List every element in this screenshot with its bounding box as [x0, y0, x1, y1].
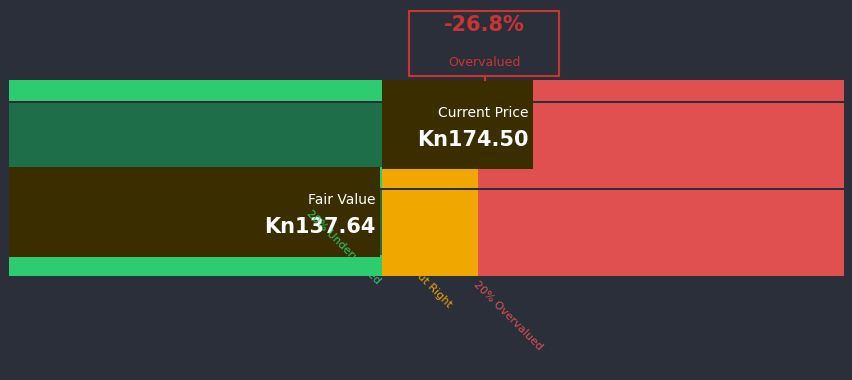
- Bar: [382, 103, 478, 169]
- Bar: [382, 255, 478, 276]
- Bar: [9, 80, 382, 101]
- Bar: [478, 80, 843, 101]
- Bar: [9, 190, 382, 256]
- Bar: [478, 167, 843, 188]
- Bar: [382, 167, 478, 188]
- Bar: [9, 255, 382, 276]
- Text: About Right: About Right: [400, 256, 453, 310]
- Bar: [9, 103, 382, 169]
- Text: 20% Undervalued: 20% Undervalued: [304, 209, 382, 287]
- Text: Current Price: Current Price: [438, 106, 528, 120]
- Bar: [382, 80, 532, 169]
- Bar: [478, 255, 843, 276]
- Bar: [409, 11, 558, 76]
- Text: Kn174.50: Kn174.50: [417, 130, 528, 150]
- Text: Kn137.64: Kn137.64: [263, 217, 375, 237]
- Bar: [382, 80, 478, 101]
- Bar: [478, 103, 843, 169]
- Text: Fair Value: Fair Value: [308, 193, 375, 207]
- Bar: [382, 190, 478, 256]
- Bar: [9, 167, 382, 188]
- Bar: [9, 167, 379, 256]
- Text: Overvalued: Overvalued: [448, 56, 520, 69]
- Bar: [478, 190, 843, 256]
- Text: 20% Overvalued: 20% Overvalued: [470, 279, 544, 352]
- Text: -26.8%: -26.8%: [444, 15, 524, 35]
